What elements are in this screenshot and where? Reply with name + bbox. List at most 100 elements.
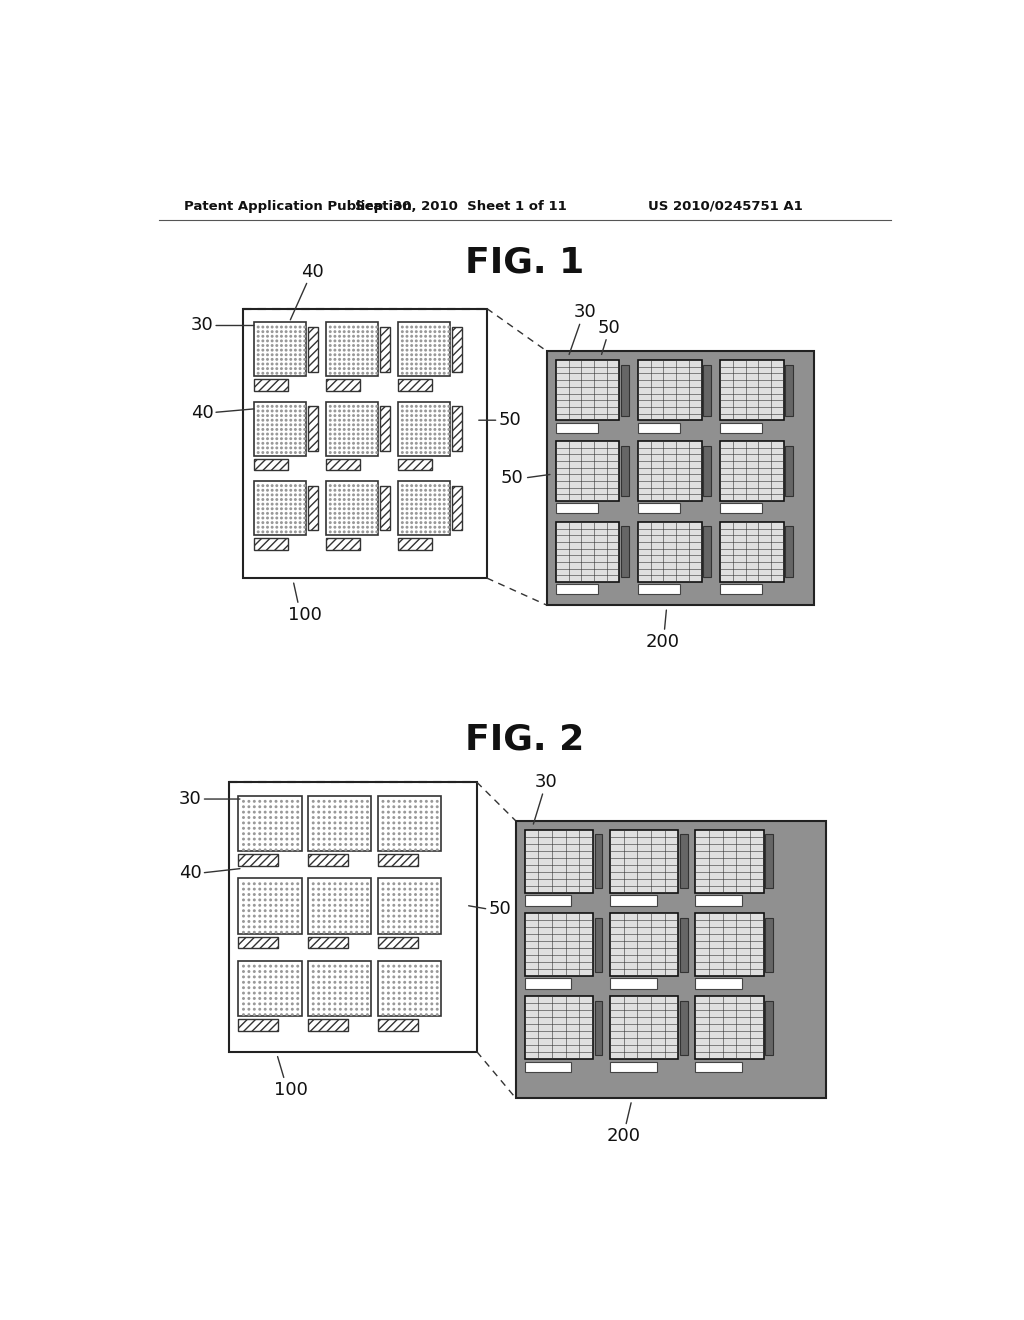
Circle shape [297,800,299,803]
Circle shape [367,442,369,444]
Circle shape [350,965,352,966]
Circle shape [243,987,245,989]
Circle shape [271,405,273,407]
Circle shape [297,899,299,900]
Circle shape [266,499,268,500]
Circle shape [259,1003,260,1005]
Circle shape [295,359,296,360]
Circle shape [420,499,422,500]
Circle shape [361,970,362,973]
Circle shape [266,438,268,440]
Circle shape [410,982,411,983]
Circle shape [248,970,250,973]
Circle shape [295,433,296,434]
Circle shape [270,849,271,850]
Circle shape [297,927,299,928]
Circle shape [339,363,340,364]
Circle shape [286,508,287,510]
Circle shape [449,527,450,528]
Circle shape [407,442,408,444]
Circle shape [292,817,293,818]
Circle shape [438,363,440,364]
Circle shape [352,438,354,440]
Circle shape [376,484,378,487]
Circle shape [449,512,450,515]
Circle shape [281,849,283,850]
Circle shape [411,372,413,374]
Circle shape [259,977,260,978]
Circle shape [376,424,378,425]
Circle shape [271,442,273,444]
Text: 30: 30 [573,304,597,321]
Circle shape [339,447,340,449]
Circle shape [312,1003,314,1005]
Circle shape [248,812,250,813]
Circle shape [362,429,364,430]
Circle shape [415,927,417,928]
Circle shape [425,429,426,430]
Circle shape [324,800,325,803]
Circle shape [403,915,406,917]
Circle shape [393,909,394,911]
Circle shape [262,405,263,407]
Circle shape [254,822,255,824]
Circle shape [357,531,359,532]
Bar [695,913,764,977]
Circle shape [362,372,364,374]
Circle shape [254,932,255,933]
Circle shape [329,817,331,818]
Circle shape [415,883,417,884]
Circle shape [295,531,296,532]
Circle shape [403,800,406,803]
Circle shape [352,503,354,506]
Circle shape [329,987,331,989]
Circle shape [420,527,422,528]
Circle shape [324,998,325,999]
Circle shape [436,965,438,966]
Circle shape [292,987,293,989]
Circle shape [398,1003,400,1005]
Circle shape [401,494,403,496]
Circle shape [334,484,336,487]
Circle shape [248,965,250,966]
Circle shape [356,894,357,895]
Circle shape [270,822,271,824]
Circle shape [317,965,319,966]
Circle shape [243,927,245,928]
Circle shape [362,531,364,532]
Circle shape [449,494,450,496]
Circle shape [356,987,357,989]
Circle shape [362,350,364,351]
Circle shape [357,326,359,327]
Circle shape [340,822,341,824]
Circle shape [410,838,411,840]
Circle shape [372,429,373,430]
Circle shape [350,812,352,813]
Circle shape [352,350,354,351]
Circle shape [436,838,438,840]
Circle shape [292,1014,293,1015]
Circle shape [393,1008,394,1010]
Circle shape [324,833,325,834]
Circle shape [350,822,352,824]
Circle shape [416,531,417,532]
Circle shape [259,932,260,933]
Circle shape [271,447,273,449]
Circle shape [290,531,292,532]
Circle shape [411,442,413,444]
Circle shape [407,335,408,337]
Circle shape [401,359,403,360]
Bar [308,486,317,531]
Circle shape [259,849,260,850]
Circle shape [443,433,445,434]
Circle shape [398,899,400,900]
Circle shape [243,833,245,834]
Circle shape [361,800,362,803]
Circle shape [329,894,331,895]
Circle shape [367,354,369,355]
Circle shape [334,993,336,994]
Circle shape [420,531,422,532]
Circle shape [275,800,276,803]
Circle shape [334,921,336,923]
Bar [610,913,678,977]
